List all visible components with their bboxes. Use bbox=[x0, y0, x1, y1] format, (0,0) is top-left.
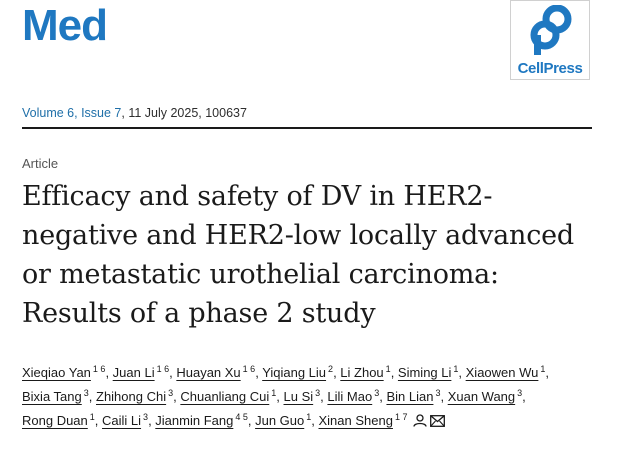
author-name: Bixia Tang bbox=[22, 389, 82, 404]
author-affiliation: 3 bbox=[168, 387, 174, 398]
author-link[interactable]: Chuanliang Cui 1 bbox=[180, 387, 277, 404]
author-affiliation: 1 6 bbox=[242, 363, 256, 374]
author-list: Xieqiao Yan 1 6, Juan Li 1 6, Huayan Xu 1 6… bbox=[22, 361, 594, 435]
author-affiliation: 1 bbox=[453, 363, 459, 374]
author-link[interactable]: Xieqiao Yan 1 6 bbox=[22, 363, 106, 380]
author-name: Li Zhou bbox=[340, 365, 384, 380]
author-name: Xuan Wang bbox=[447, 389, 516, 404]
publisher-name: CellPress bbox=[517, 60, 583, 77]
author-name: Siming Li bbox=[397, 365, 452, 380]
author-affiliation: 1 6 bbox=[92, 363, 106, 374]
author-link[interactable]: Siming Li 1 bbox=[397, 363, 459, 380]
issue-info: Volume 6, Issue 7, 11 July 2025, 100637 bbox=[22, 106, 247, 120]
author-affiliation: 1 7 bbox=[394, 411, 408, 422]
author-name: Juan Li bbox=[112, 365, 155, 380]
author-affiliation: 3 bbox=[143, 411, 149, 422]
author-name: Xieqiao Yan bbox=[22, 365, 91, 380]
author-link[interactable]: Caili Li 3 bbox=[102, 411, 149, 428]
author-name: Xinan Sheng bbox=[318, 413, 393, 428]
header-divider bbox=[22, 127, 592, 129]
author-affiliation: 1 bbox=[540, 363, 546, 374]
author-link[interactable]: Zhihong Chi 3 bbox=[96, 387, 174, 404]
author-name: Bin Lian bbox=[386, 389, 434, 404]
author-affiliation: 1 bbox=[306, 411, 312, 422]
author-affiliation: 3 bbox=[435, 387, 441, 398]
author-link[interactable]: Rong Duan 1 bbox=[22, 411, 95, 428]
author-affiliation: 1 6 bbox=[156, 363, 170, 374]
author-name: Yiqiang Liu bbox=[262, 365, 327, 380]
author-link[interactable]: Lili Mao 3 bbox=[327, 387, 380, 404]
issue-date: , 11 July 2025, 100637 bbox=[121, 106, 247, 120]
person-icon[interactable] bbox=[413, 414, 428, 427]
author-affiliation: 1 bbox=[385, 363, 391, 374]
article-title: Efficacy and safety of DV in HER2-negati… bbox=[22, 181, 574, 329]
author-affiliation: 1 bbox=[89, 411, 95, 422]
author-icons bbox=[413, 411, 448, 435]
journal-logo[interactable]: Med bbox=[22, 1, 108, 50]
mail-icon[interactable] bbox=[430, 415, 446, 427]
author-affiliation: 3 bbox=[374, 387, 380, 398]
cellpress-logo[interactable]: CellPress bbox=[510, 0, 590, 80]
cellpress-mark-icon bbox=[530, 5, 572, 55]
author-name: Lu Si bbox=[283, 389, 314, 404]
author-affiliation: 2 bbox=[328, 363, 334, 374]
author-name: Lili Mao bbox=[327, 389, 373, 404]
author-name: Jun Guo bbox=[255, 413, 305, 428]
author-link[interactable]: Jun Guo 1 bbox=[255, 411, 312, 428]
author-link[interactable]: Lu Si 3 bbox=[283, 387, 321, 404]
author-name: Huayan Xu bbox=[176, 365, 241, 380]
author-affiliation: 3 bbox=[517, 387, 523, 398]
author-affiliation: 1 bbox=[271, 387, 277, 398]
author-link[interactable]: Huayan Xu 1 6 bbox=[176, 363, 256, 380]
author-link[interactable]: Jianmin Fang 4 5 bbox=[155, 411, 248, 428]
issue-link[interactable]: Volume 6, Issue 7 bbox=[22, 106, 122, 120]
author-name: Caili Li bbox=[102, 413, 142, 428]
article-type: Article bbox=[22, 156, 59, 171]
author-link[interactable]: Bixia Tang 3 bbox=[22, 387, 89, 404]
author-link[interactable]: Xuan Wang 3 bbox=[447, 387, 523, 404]
author-link[interactable]: Xiaowen Wu 1 bbox=[465, 363, 546, 380]
author-link[interactable]: Yiqiang Liu 2 bbox=[262, 363, 334, 380]
author-affiliation: 3 bbox=[83, 387, 89, 398]
author-link[interactable]: Li Zhou 1 bbox=[340, 363, 391, 380]
author-affiliation: 4 5 bbox=[235, 411, 248, 422]
author-name: Chuanliang Cui bbox=[180, 389, 270, 404]
author-link[interactable]: Bin Lian 3 bbox=[386, 387, 441, 404]
author-name: Jianmin Fang bbox=[155, 413, 234, 428]
author-link[interactable]: Xinan Sheng 1 7 bbox=[318, 411, 408, 428]
author-name: Xiaowen Wu bbox=[465, 365, 539, 380]
author-affiliation: 3 bbox=[315, 387, 321, 398]
author-name: Rong Duan bbox=[22, 413, 88, 428]
author-name: Zhihong Chi bbox=[96, 389, 167, 404]
author-link[interactable]: Juan Li 1 6 bbox=[112, 363, 170, 380]
